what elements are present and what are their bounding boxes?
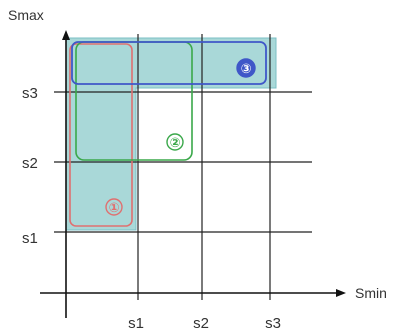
x-axis-arrow <box>336 289 346 297</box>
region-3-marker-circle <box>236 58 256 78</box>
region-2-marker: ② <box>166 133 184 151</box>
region-1-marker-circle <box>105 198 123 216</box>
region-1-outline <box>69 43 133 227</box>
region-1-marker-text: ① <box>108 200 119 215</box>
grid <box>54 34 312 300</box>
x-tick-s3: s3 <box>265 315 281 332</box>
y-tick-s2: s2 <box>22 155 38 172</box>
region-3-marker-text: ③ <box>240 61 251 76</box>
y-tick-s3: s3 <box>22 85 38 102</box>
x-tick-s1: s1 <box>128 315 144 332</box>
region-3-marker: ③ <box>236 58 256 78</box>
region-3-outline <box>71 41 267 85</box>
y-axis-arrow <box>62 30 70 40</box>
region-1-marker: ① <box>105 198 123 216</box>
y-axis-label: Smax <box>8 7 44 23</box>
x-tick-s2: s2 <box>193 315 209 332</box>
x-axis-label: Smin <box>355 285 387 301</box>
y-tick-s1: s1 <box>22 230 38 247</box>
region-2-marker-text: ② <box>169 135 180 150</box>
region-2-marker-circle <box>166 133 184 151</box>
